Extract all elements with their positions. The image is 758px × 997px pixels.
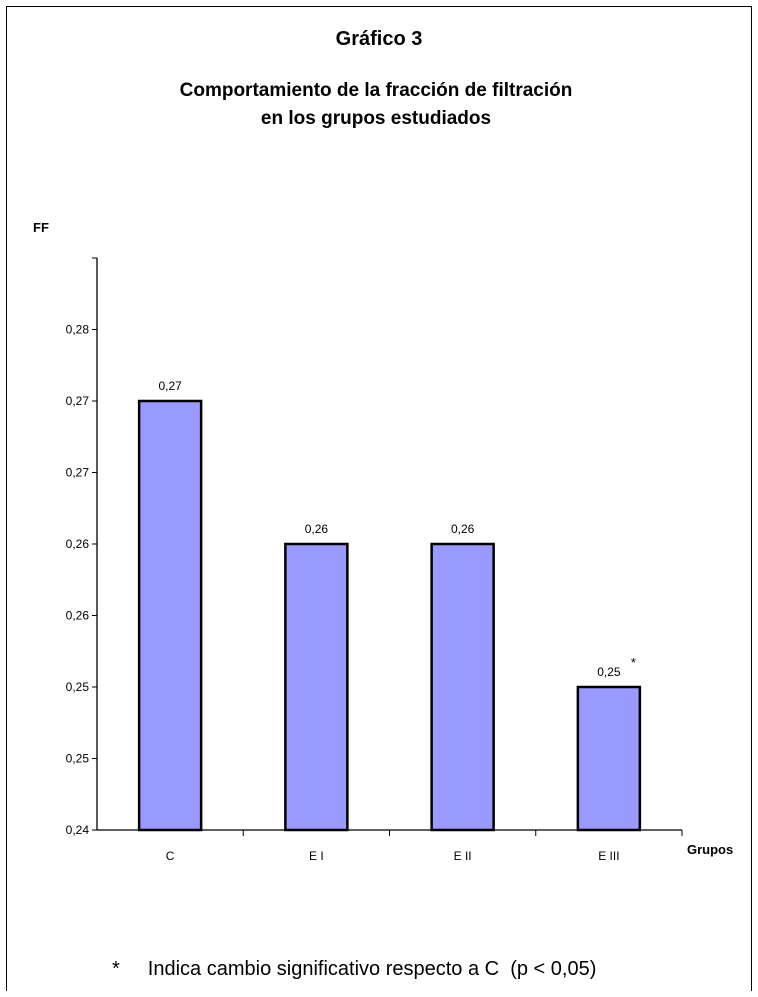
footnote-text: Indica cambio significativo respecto a C… [147,958,597,980]
y-tick-label: 0,26 [66,537,90,551]
bar-e-i [284,542,349,832]
data-label: 0,25 [597,665,621,679]
bar-e-ii [430,542,495,832]
chart-subtitle-line-2: en los grupos estudiados [260,108,492,129]
y-tick-label: 0,26 [66,609,90,623]
significance-footnote: * Indica cambio significativo respecto a … [112,958,596,981]
y-tick-label: 0,27 [66,394,90,408]
data-label: 0,26 [305,522,329,536]
chart-frame [6,6,752,991]
x-tick-label: E I [309,849,324,863]
y-tick-label: 0,28 [66,323,90,337]
x-tick-label: C [166,849,175,863]
x-tick-label: E III [598,849,619,863]
y-tick-label: 0,25 [66,752,90,766]
bar-e-iii [576,685,642,832]
data-label: 0,27 [158,379,182,393]
y-axis-title: FF [33,220,49,235]
footnote-marker: * [112,958,120,980]
chart-subtitle-line-1: Comportamiento de la fracción de filtrac… [179,80,573,101]
x-tick-label: E II [454,849,472,863]
y-tick-label: 0,27 [66,466,90,480]
significance-marker: * [631,655,636,670]
y-tick-label: 0,25 [66,680,90,694]
chart-title: Gráfico 3 [335,28,423,50]
data-label: 0,26 [451,522,475,536]
x-axis-title: Grupos [687,842,733,857]
bar-c [137,399,203,832]
y-tick-label: 0,24 [66,823,90,837]
